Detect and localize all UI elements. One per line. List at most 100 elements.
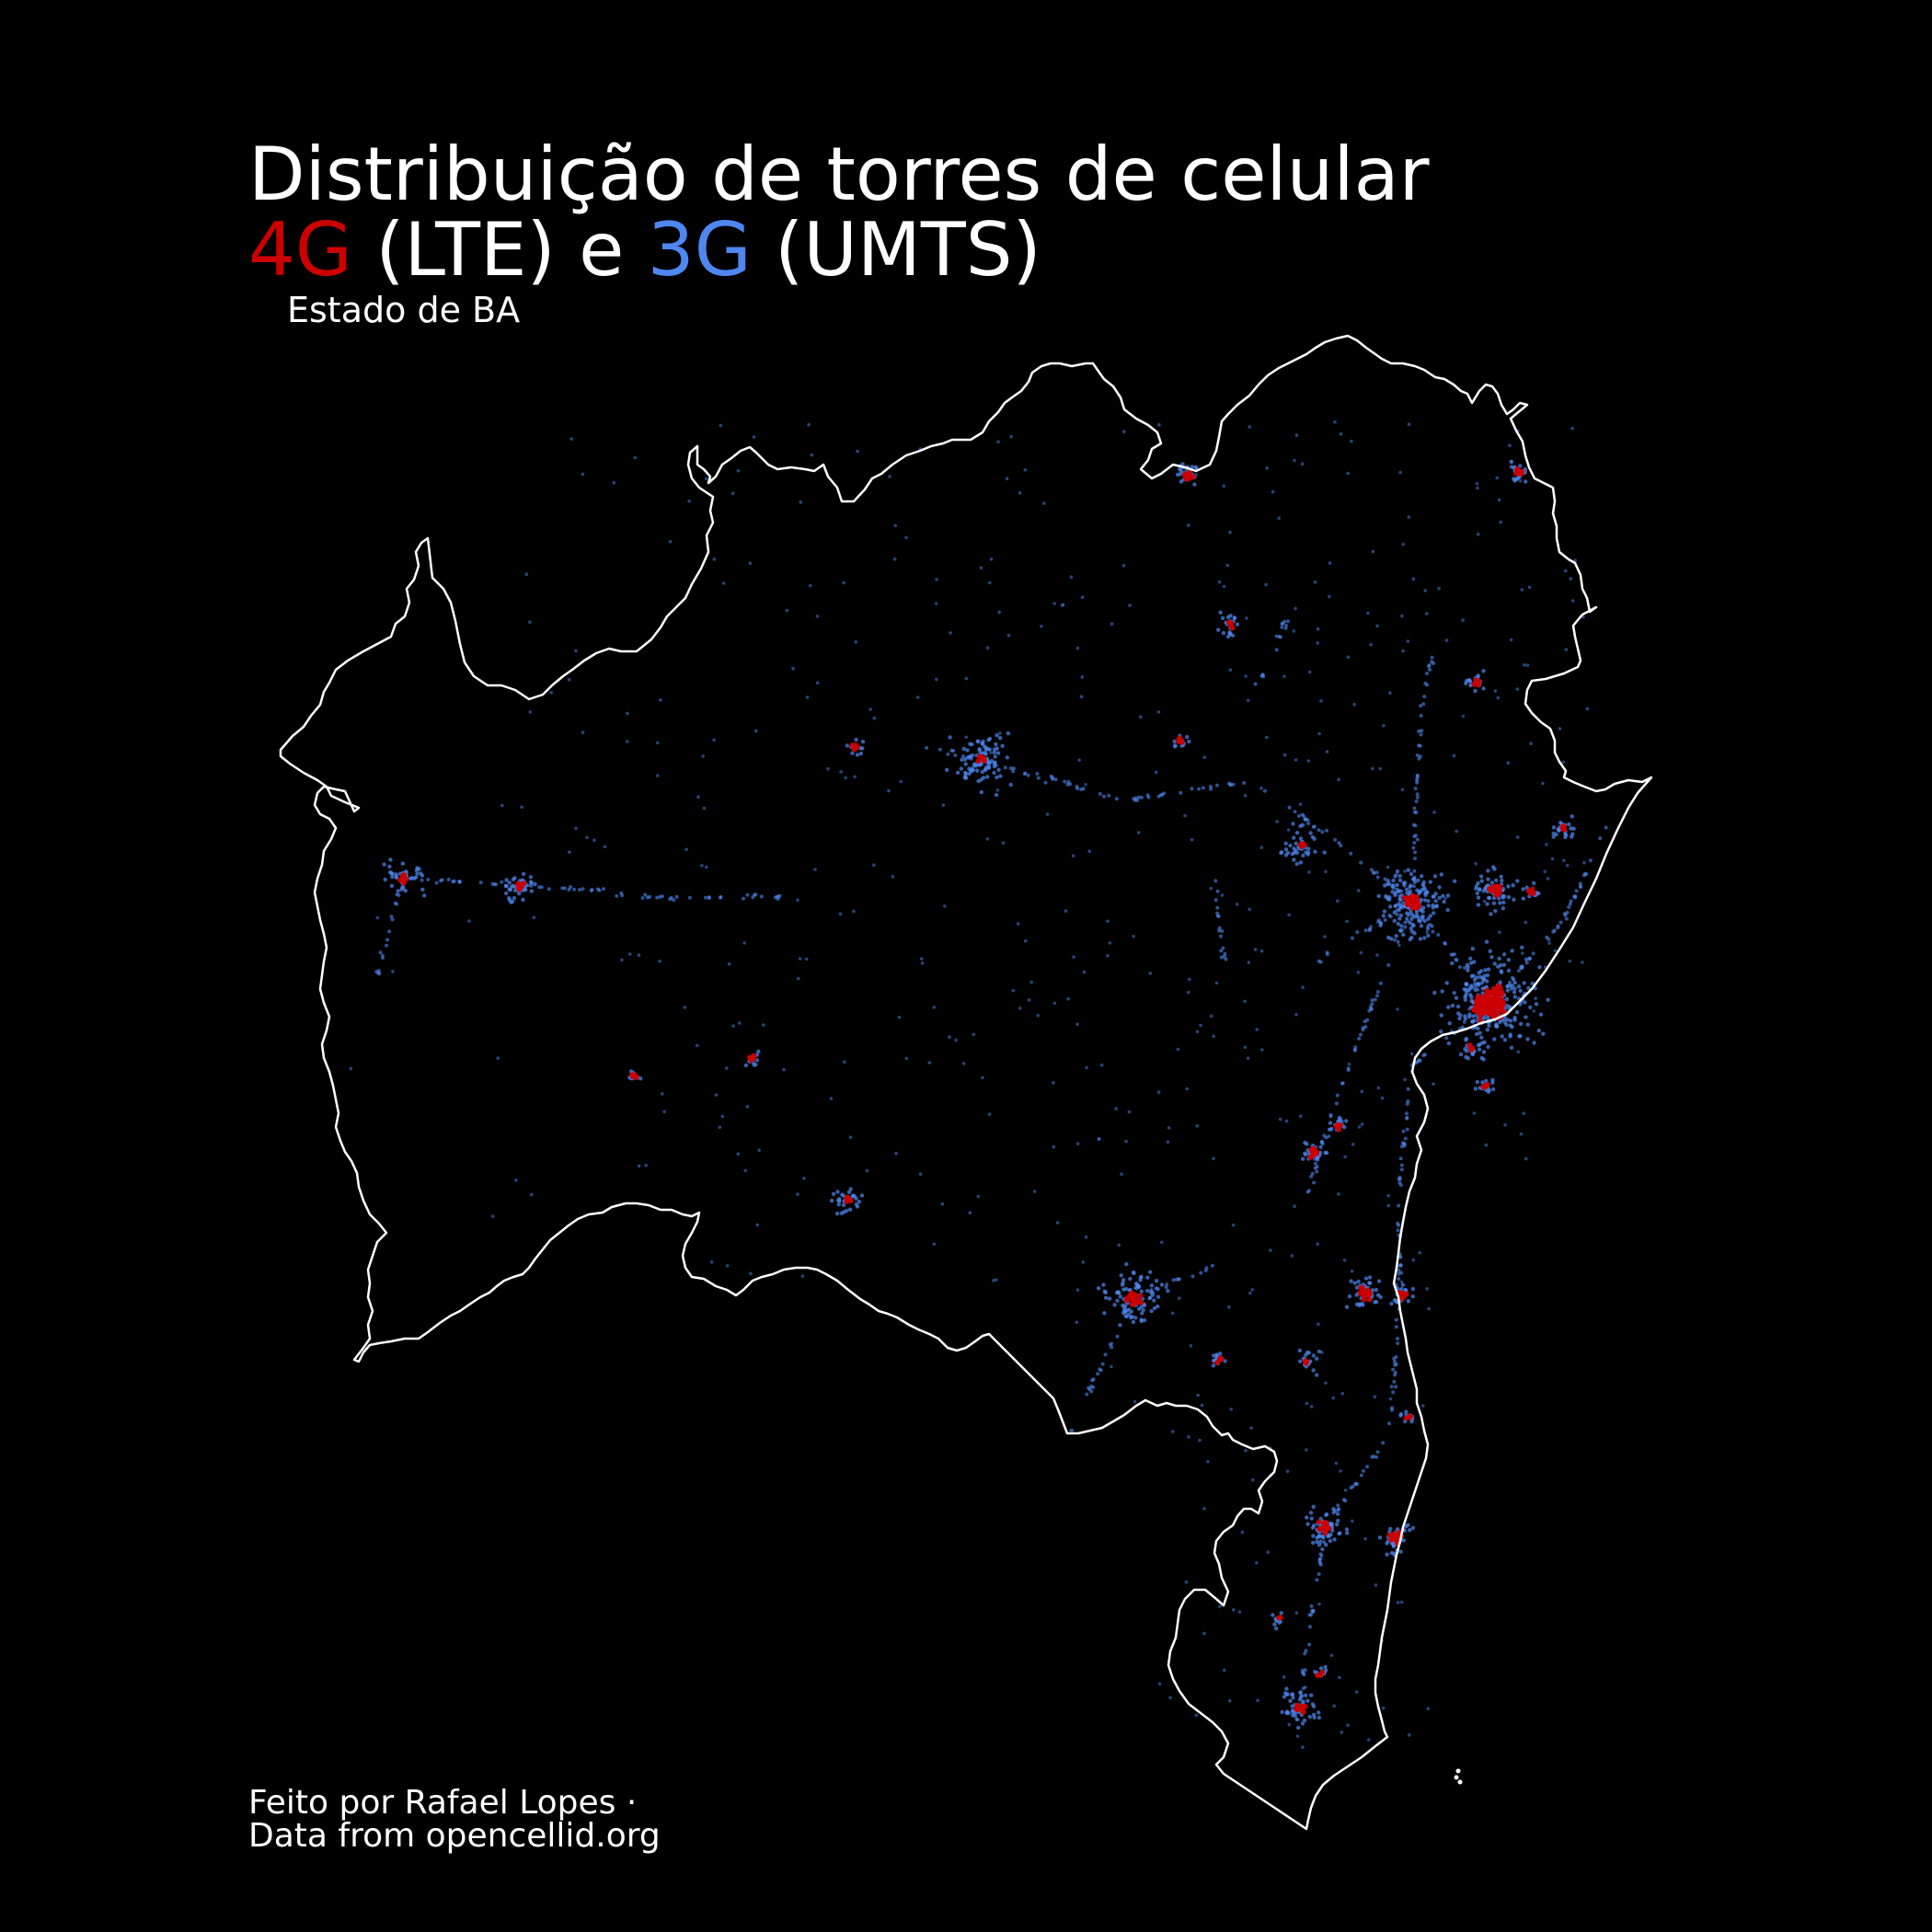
umts-tower (1419, 732, 1423, 737)
umts-tower (1286, 828, 1291, 832)
umts-tower (1534, 996, 1537, 1000)
umts-tower (998, 731, 1002, 735)
umts-tower (1506, 958, 1512, 962)
umts-tower (1567, 905, 1571, 910)
umts-tower (1259, 845, 1263, 849)
umts-tower (1228, 614, 1233, 618)
umts-tower (1292, 629, 1296, 633)
lte-tower (1400, 1291, 1407, 1296)
umts-tower (1426, 916, 1431, 921)
umts-tower (1199, 1023, 1202, 1028)
umts-tower (1280, 1709, 1284, 1715)
umts-tower (1272, 1622, 1277, 1627)
umts-tower (1117, 1243, 1121, 1248)
umts-tower (1228, 668, 1233, 672)
umts-tower (1396, 1007, 1399, 1011)
umts-tower (1437, 885, 1442, 890)
umts-tower (512, 896, 517, 901)
umts-tower (1299, 1690, 1304, 1694)
umts-tower (1497, 956, 1501, 961)
umts-tower (1475, 1031, 1479, 1037)
umts-tower (1363, 1019, 1367, 1024)
umts-tower (1328, 1113, 1333, 1117)
umts-tower (1466, 968, 1470, 972)
umts-tower (872, 716, 877, 720)
umts-tower (1515, 879, 1520, 883)
umts-tower (1434, 903, 1439, 908)
umts-tower (1482, 1015, 1487, 1020)
umts-tower (1156, 1304, 1160, 1309)
umts-tower (1486, 967, 1491, 972)
umts-tower (1133, 1399, 1137, 1404)
umts-tower (387, 864, 392, 869)
umts-tower (852, 909, 856, 914)
umts-tower (1148, 1270, 1153, 1274)
umts-tower (1405, 1111, 1409, 1116)
umts-tower (1322, 1133, 1327, 1138)
umts-tower (1455, 829, 1458, 834)
umts-tower (1556, 926, 1560, 930)
umts-tower (1358, 1032, 1363, 1037)
umts-tower (992, 1279, 995, 1282)
umts-tower (1098, 1136, 1101, 1141)
umts-tower (1311, 1368, 1316, 1373)
umts-tower (1409, 871, 1414, 877)
umts-tower (1489, 880, 1495, 885)
umts-tower (1309, 1174, 1314, 1179)
umts-tower (1331, 1511, 1336, 1515)
umts-tower (1313, 849, 1317, 854)
credits-source: Data from opencellid.org (248, 1817, 661, 1855)
umts-tower (1334, 1522, 1340, 1527)
island-dot (1455, 1768, 1461, 1774)
umts-tower (1248, 907, 1251, 912)
umts-tower (989, 759, 995, 764)
umts-tower (1149, 1283, 1155, 1288)
umts-tower (1359, 860, 1363, 865)
umts-tower (1496, 696, 1501, 700)
umts-tower (1217, 928, 1222, 933)
umts-tower (1476, 1042, 1481, 1048)
umts-tower (1452, 991, 1456, 995)
umts-tower (837, 1197, 842, 1202)
umts-tower (1398, 898, 1403, 903)
umts-tower (1393, 891, 1397, 896)
umts-tower (1185, 734, 1190, 740)
umts-tower (1523, 1000, 1527, 1005)
lte-tower (1184, 472, 1190, 478)
umts-tower (1148, 972, 1153, 975)
umts-tower (1397, 1203, 1401, 1208)
umts-tower (987, 736, 993, 742)
umts-tower (1333, 837, 1338, 842)
umts-tower (1189, 1344, 1193, 1348)
umts-tower (1516, 969, 1521, 973)
umts-tower (1397, 1271, 1401, 1276)
umts-tower (1484, 1143, 1489, 1147)
umts-tower (1376, 1279, 1382, 1283)
umts-tower (1323, 1664, 1328, 1670)
umts-tower (1378, 766, 1382, 771)
umts-tower (446, 878, 451, 881)
umts-tower (385, 937, 389, 942)
umts-tower (1399, 1144, 1404, 1149)
umts-tower (974, 768, 980, 773)
umts-tower (1011, 988, 1016, 993)
umts-tower (1522, 981, 1526, 985)
umts-tower (1467, 1007, 1471, 1011)
umts-tower (1442, 900, 1446, 904)
umts-tower (1430, 655, 1434, 660)
umts-tower (1118, 1323, 1122, 1328)
umts-tower (1284, 624, 1288, 627)
umts-tower (1315, 1578, 1319, 1582)
umts-tower (1569, 577, 1572, 581)
umts-tower (1400, 788, 1405, 791)
umts-tower (1000, 743, 1005, 748)
umts-tower (695, 1043, 699, 1048)
umts-tower (1298, 836, 1304, 841)
umts-tower (1376, 1086, 1381, 1090)
umts-tower (490, 1214, 495, 1218)
umts-tower (714, 1093, 719, 1097)
umts-tower (1244, 1448, 1248, 1453)
umts-tower (1419, 713, 1423, 718)
umts-tower (1075, 787, 1080, 791)
umts-tower (1131, 1270, 1136, 1275)
